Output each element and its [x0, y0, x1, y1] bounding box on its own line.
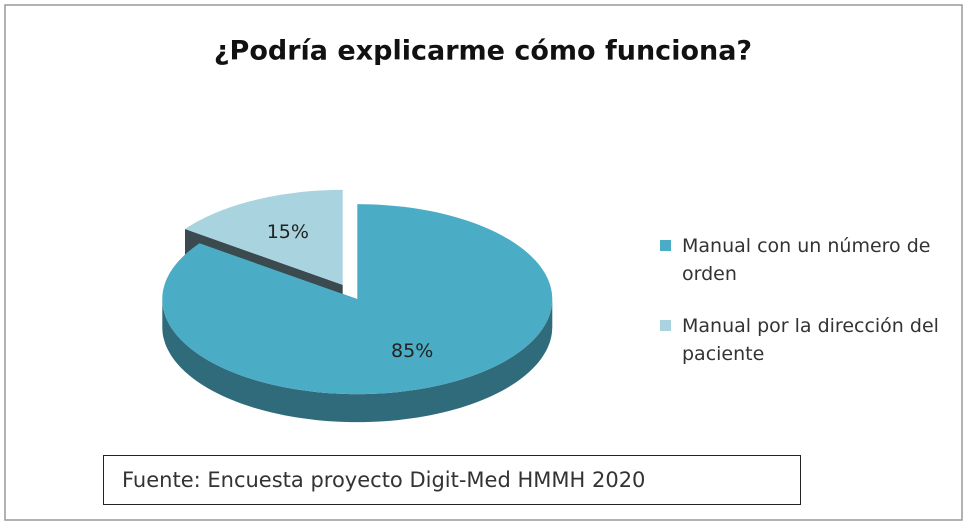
data-label: 15%: [267, 221, 309, 243]
legend-swatch: [660, 240, 671, 251]
legend-entry: Manual por la dirección del paciente: [660, 312, 950, 368]
legend-label: Manual por la dirección del paciente: [682, 315, 939, 365]
legend-entry: Manual con un número de orden: [660, 232, 950, 288]
slice: [185, 189, 343, 285]
source-note: Fuente: Encuesta proyecto Digit-Med HMMH…: [103, 455, 801, 505]
legend-label: Manual con un número de orden: [682, 235, 931, 285]
data-label: 85%: [391, 340, 433, 362]
pie: [162, 189, 553, 423]
slice-side: [162, 299, 553, 423]
slice: [162, 204, 553, 395]
legend-swatch: [660, 320, 671, 331]
chart-title: ¿Podría explicarme cómo funciona?: [214, 36, 752, 67]
